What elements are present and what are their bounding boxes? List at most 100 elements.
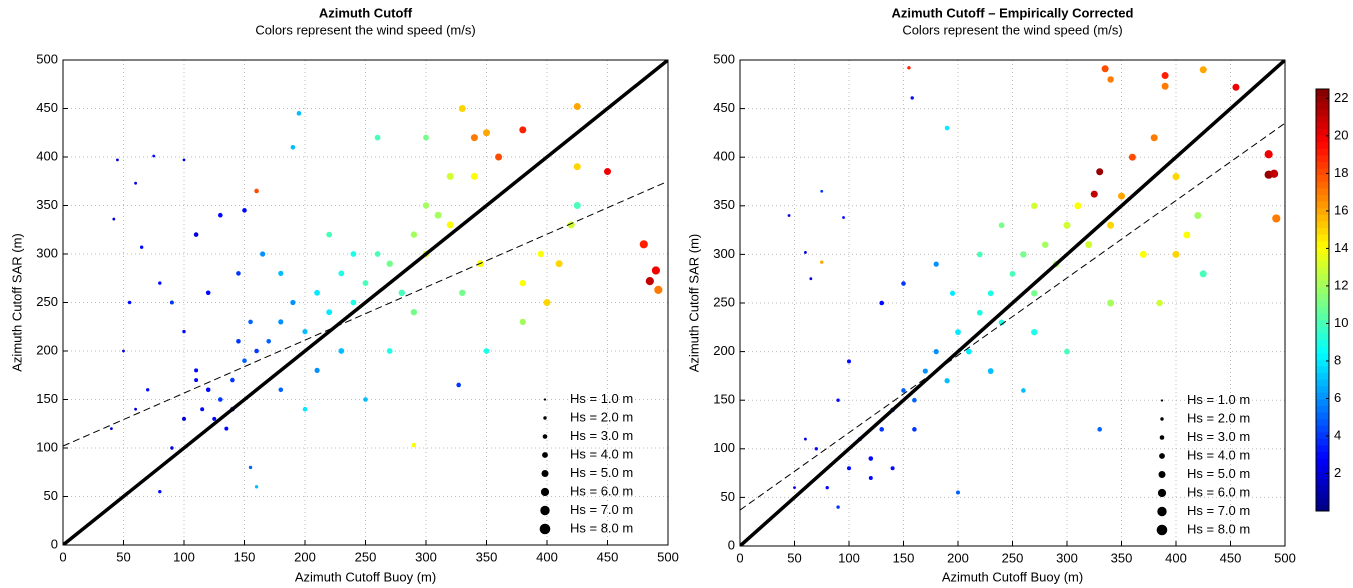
- y-axis-label: Azimuth Cutoff SAR (m): [9, 233, 24, 371]
- point: [1096, 168, 1104, 176]
- colorbar-segment: [1316, 273, 1329, 281]
- point: [248, 319, 253, 325]
- point: [495, 153, 503, 161]
- point: [205, 387, 211, 393]
- x-axis-label: Azimuth Cutoff Buoy (m): [942, 569, 1083, 584]
- colorbar-segment: [1316, 89, 1329, 97]
- point: [949, 290, 956, 296]
- point: [868, 475, 873, 480]
- x-tick-label: 450: [1220, 550, 1242, 565]
- y-tick-label: 250: [36, 294, 58, 309]
- x-tick-label: 450: [597, 549, 619, 564]
- legend-marker: [542, 452, 548, 458]
- point: [1194, 212, 1202, 220]
- colorbar-segment: [1316, 372, 1329, 380]
- chart-title: Azimuth Cutoff: [319, 5, 413, 20]
- colorbar-tick-label: 4: [1334, 427, 1341, 442]
- colorbar-segment: [1316, 207, 1329, 215]
- colorbar-segment: [1316, 253, 1329, 261]
- point: [1118, 192, 1125, 200]
- point: [1139, 250, 1147, 258]
- point: [654, 285, 663, 294]
- point: [290, 299, 296, 306]
- legend-marker: [542, 434, 548, 439]
- point: [193, 232, 199, 237]
- point: [248, 465, 253, 470]
- point: [639, 240, 648, 249]
- point: [224, 426, 229, 431]
- colorbar-segment: [1316, 115, 1329, 123]
- y-tick-label: 450: [713, 100, 735, 115]
- colorbar-segment: [1316, 174, 1329, 182]
- y-tick-label: 100: [713, 440, 735, 455]
- point: [290, 145, 296, 150]
- y-tick-label: 100: [36, 439, 58, 454]
- point: [212, 416, 217, 421]
- legend-marker: [1160, 417, 1164, 421]
- point: [260, 251, 266, 257]
- colorbar-segment: [1316, 326, 1329, 334]
- point: [456, 382, 461, 388]
- points: [63, 60, 668, 545]
- legend-marker: [540, 487, 550, 497]
- point: [302, 329, 308, 335]
- point: [362, 280, 369, 286]
- colorbar-segment: [1316, 121, 1329, 130]
- y-tick-label: 0: [728, 537, 735, 552]
- x-tick-label: 100: [838, 550, 860, 565]
- x-tick-label: 50: [787, 550, 801, 565]
- x-tick-label: 350: [476, 549, 498, 564]
- point: [944, 125, 950, 131]
- point: [804, 437, 807, 441]
- point: [879, 300, 884, 306]
- legend-marker: [540, 505, 550, 516]
- point: [116, 158, 119, 162]
- x-tick-label: 100: [173, 549, 195, 564]
- x-tick-label: 300: [1056, 550, 1078, 565]
- point: [1150, 134, 1158, 142]
- point: [836, 505, 840, 509]
- legend-marker: [1160, 399, 1164, 402]
- colorbar-segment: [1316, 128, 1329, 136]
- colorbar-segment: [1316, 451, 1329, 459]
- y-tick-label: 300: [713, 246, 735, 261]
- legend-label: Hs = 5.0 m: [1187, 466, 1250, 481]
- legend-marker: [543, 416, 547, 420]
- point: [122, 349, 125, 353]
- x-tick-label: 50: [116, 549, 130, 564]
- legend-marker: [541, 470, 549, 477]
- point: [459, 289, 466, 296]
- point: [814, 447, 818, 451]
- chart-subtitle: Colors represent the wind speed (m/s): [902, 22, 1122, 37]
- colorbar-segment: [1316, 267, 1329, 275]
- point: [446, 221, 454, 229]
- point: [879, 427, 884, 432]
- point: [182, 416, 186, 421]
- y-tick-label: 150: [36, 391, 58, 406]
- y-tick-label: 450: [36, 100, 58, 115]
- y-tick-label: 150: [713, 392, 735, 407]
- colorbar-segment: [1316, 504, 1329, 512]
- chart-subtitle: Colors represent the wind speed (m/s): [255, 22, 475, 37]
- point: [158, 281, 162, 285]
- point: [1085, 241, 1093, 249]
- point: [236, 271, 241, 276]
- point: [651, 266, 661, 275]
- colorbar-segment: [1316, 293, 1329, 301]
- points: [740, 60, 1285, 546]
- y-tick-label: 500: [713, 51, 735, 66]
- point: [955, 329, 961, 336]
- colorbar-tick-label: 2: [1334, 465, 1341, 480]
- point: [836, 398, 840, 402]
- point: [278, 319, 284, 325]
- legend-label: Hs = 1.0 m: [570, 391, 633, 406]
- colorbar-segment: [1316, 392, 1329, 400]
- point: [350, 299, 357, 306]
- point: [1161, 82, 1169, 90]
- colorbar-segment: [1316, 445, 1329, 453]
- colorbar-segment: [1316, 365, 1329, 374]
- y-tick-label: 0: [51, 536, 58, 551]
- point: [266, 339, 272, 344]
- point: [386, 260, 393, 267]
- colorbar-tick-label: 14: [1334, 240, 1348, 255]
